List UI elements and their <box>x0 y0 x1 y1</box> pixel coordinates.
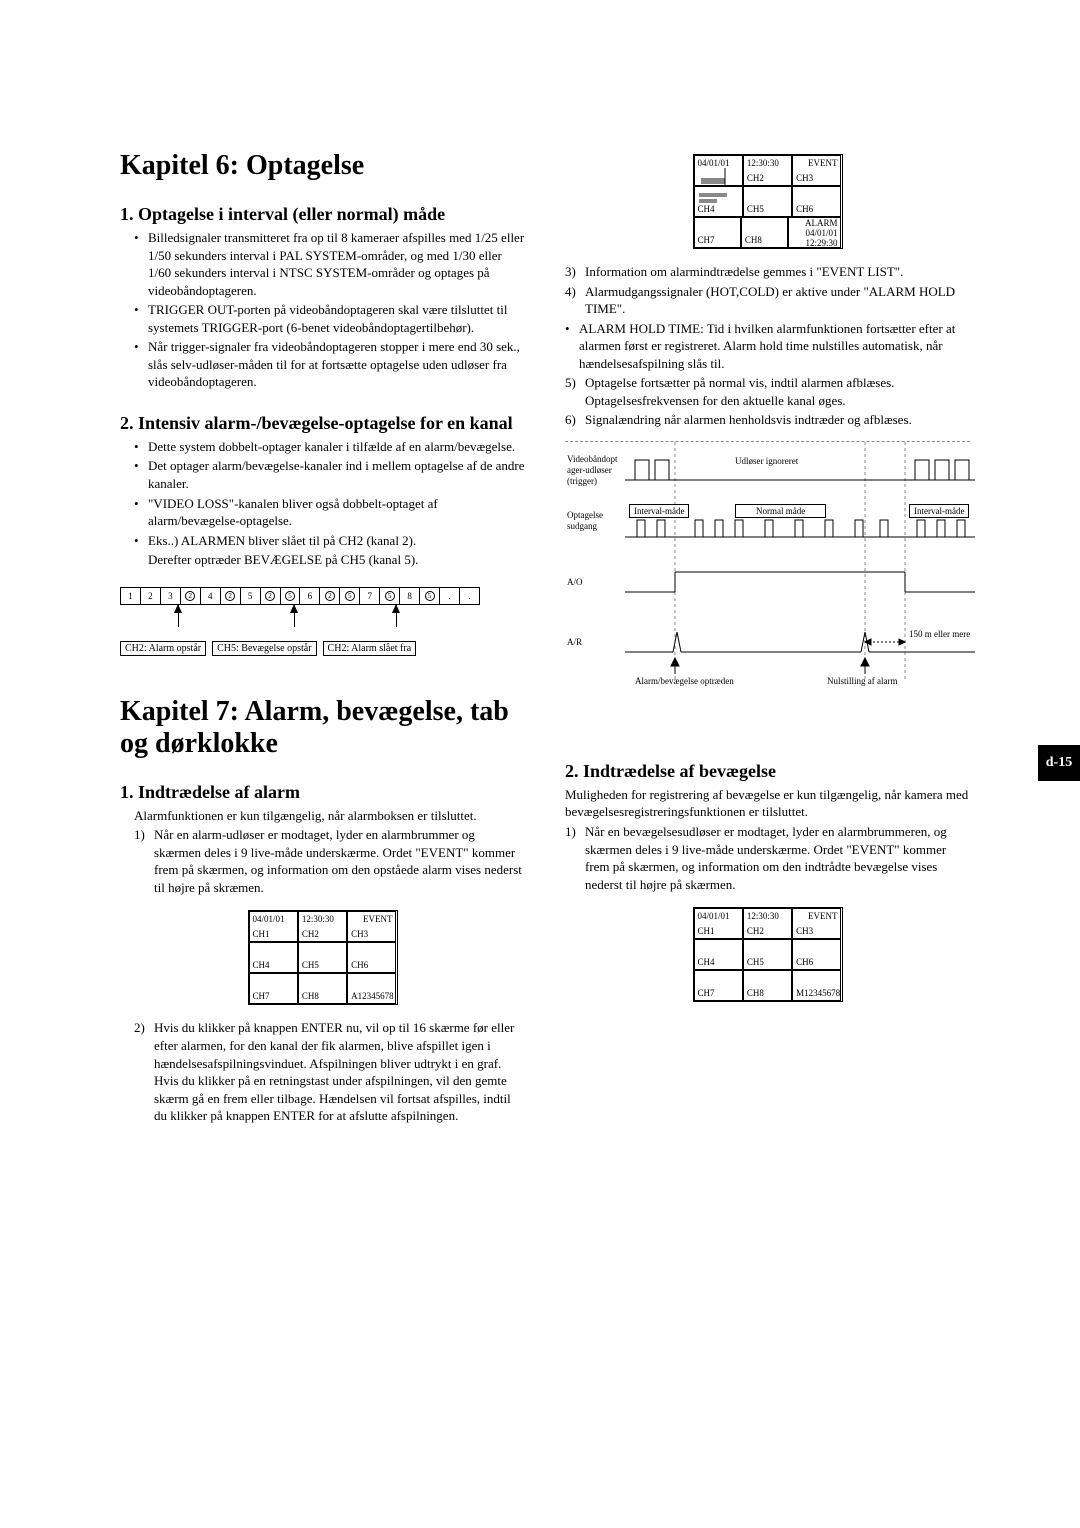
screen-grid-alarm-playback: 04/01/01 12:30:30CH2 EVENTCH3 CH4 CH5 <box>693 154 843 249</box>
screen-grid-motion: 04/01/01CH1 12:30:30CH2 EVENTCH3 CH4 CH5… <box>693 907 843 1002</box>
text: Alarmfunktionen er kun tilgængelig, når … <box>134 807 525 825</box>
text: Alarmudgangssignaler (HOT,COLD) er aktiv… <box>585 283 970 318</box>
text: "VIDEO LOSS"-kanalen bliver også dobbelt… <box>148 495 525 530</box>
text: Dette system dobbelt-optager kanaler i t… <box>148 438 525 456</box>
text: Muligheden for registrering af bevægelse… <box>565 786 970 821</box>
text: ALARM HOLD TIME: Tid i hvilken alarmfunk… <box>579 320 970 373</box>
ch7-s2-heading: 2. Indtrædelse af bevægelse <box>565 761 970 782</box>
diagram-label: Interval-måde <box>909 504 969 518</box>
text: Optagelse fortsætter på normal vis, indt… <box>585 374 970 409</box>
diagram-label: Udløser ignoreret <box>735 456 798 466</box>
screen-grid-alarm: 04/01/01CH1 12:30:30CH2 EVENTCH3 CH4 CH5… <box>248 910 398 1005</box>
diagram-row-label: A/R <box>567 637 627 648</box>
text: Hvis du klikker på knappen ENTER nu, vil… <box>154 1019 525 1124</box>
ch7-s1-heading: 1. Indtrædelse af alarm <box>120 782 525 803</box>
text: Det optager alarm/bevægelse-kanaler ind … <box>148 457 525 492</box>
ch6-s2-heading: 2. Intensiv alarm-/bevægelse-optagelse f… <box>120 413 525 434</box>
diagram-label: Interval-måde <box>629 504 689 518</box>
diagram-label: Alarm/bevægelse optræden <box>635 676 734 686</box>
text: Når trigger-signaler fra videobåndoptage… <box>148 338 525 391</box>
recording-sequence-diagram: 1232425256257585.. CH2: Alarm opstår CH5… <box>120 587 480 656</box>
diagram-row-label: A/O <box>567 577 627 588</box>
text: Billedsignaler transmitteret fra op til … <box>148 229 525 299</box>
left-column: Kapitel 6: Optagelse 1. Optagelse i inte… <box>120 150 525 1127</box>
ch6-s1-heading: 1. Optagelse i interval (eller normal) m… <box>120 204 525 225</box>
diagram-row-label: Optagelse sudgang <box>567 510 627 532</box>
right-column: 04/01/01 12:30:30CH2 EVENTCH3 CH4 CH5 <box>565 150 970 1127</box>
diagram-label: Nulstilling af alarm <box>827 676 897 686</box>
diagram-label: CH2: Alarm opstår <box>120 641 206 656</box>
text: Når en alarm-udløser er modtaget, lyder … <box>154 826 525 896</box>
diagram-label: CH5: Bevægelse opstår <box>212 641 316 656</box>
text: Eks..) ALARMEN bliver slået til på CH2 (… <box>148 532 525 550</box>
text: TRIGGER OUT-porten på videobåndoptageren… <box>148 301 525 336</box>
diagram-label: Normal måde <box>735 504 826 518</box>
diagram-label: 150 m eller mere <box>909 630 979 640</box>
chapter7-title: Kapitel 7: Alarm, bevægelse, tab og dørk… <box>120 696 525 760</box>
chapter6-title: Kapitel 6: Optagelse <box>120 150 525 182</box>
text: Når en bevægelsesudløser er modtaget, ly… <box>585 823 970 893</box>
diagram-label: CH2: Alarm slået fra <box>323 641 417 656</box>
text: Information om alarmindtrædelse gemmes i… <box>585 263 970 281</box>
text: Derefter optræder BEVÆGELSE på CH5 (kana… <box>148 551 525 569</box>
diagram-row-label: Videobåndopt ager-udløser (trigger) <box>567 454 627 486</box>
text: Signalændring når alarmen henholdsvis in… <box>585 411 970 429</box>
page-number-tab: d-15 <box>1038 745 1080 781</box>
alarm-timing-diagram: Videobåndopt ager-udløser (trigger) Opta… <box>565 441 970 711</box>
